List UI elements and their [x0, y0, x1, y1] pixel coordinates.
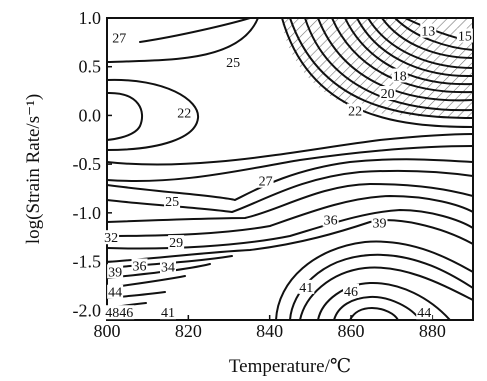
- contour-label: 20: [381, 87, 395, 102]
- contour-label-bg: [322, 212, 339, 227]
- contour-line: [394, 18, 473, 51]
- contour-line: [289, 18, 473, 119]
- contour-label-bg: [347, 103, 364, 118]
- contour-line: [107, 209, 473, 250]
- contour-line: [289, 253, 473, 320]
- plot-area: [107, 18, 473, 320]
- contour-line: [107, 219, 473, 263]
- contour-label: 34: [161, 260, 175, 275]
- y-tick-label: -1.5: [73, 252, 102, 272]
- y-axis-title: log(Strain Rate/s⁻¹): [23, 94, 44, 244]
- contour-line: [107, 158, 473, 201]
- contour-label: 41: [299, 281, 313, 296]
- contour-label-bg: [164, 194, 181, 209]
- contour-line: [107, 133, 473, 166]
- contour-label-bg: [107, 284, 124, 299]
- contour-label: 27: [259, 175, 273, 190]
- contour-label: 32: [104, 231, 118, 246]
- x-tick-label: 840: [256, 321, 283, 341]
- contour-label-bg: [168, 235, 185, 250]
- contour-label: 39: [108, 265, 122, 280]
- contour-label: 29: [169, 236, 183, 251]
- x-tick-label: 880: [419, 321, 446, 341]
- x-tick-label: 820: [175, 321, 202, 341]
- contour-label-bg: [111, 30, 128, 45]
- contour-line: [349, 307, 399, 320]
- contour-label-bg: [343, 283, 359, 298]
- contour-line: [107, 183, 473, 223]
- contour-line: [304, 18, 473, 112]
- x-tick-label: 860: [338, 321, 365, 341]
- contour-label-bg: [416, 305, 433, 320]
- contour-label-bg: [104, 305, 135, 320]
- x-tick-label: 800: [94, 321, 121, 341]
- contour-line: [107, 195, 473, 237]
- contour-label: 44: [108, 286, 122, 301]
- y-tick-label: 0.5: [79, 57, 102, 77]
- contour-label-bg: [107, 264, 124, 279]
- y-tick-label: 1.0: [79, 8, 102, 28]
- contour-label: 25: [226, 56, 240, 71]
- y-tick-label: -2.0: [73, 300, 102, 320]
- contour-label: 41: [161, 306, 175, 321]
- contour-label-bg: [420, 23, 437, 38]
- contour-label-bg: [131, 258, 148, 273]
- y-tick-label: 0.0: [79, 105, 102, 125]
- contour-label-bg: [379, 86, 396, 101]
- contour-line: [107, 78, 200, 151]
- contour-line: [356, 18, 473, 78]
- contour-label: 39: [372, 217, 386, 232]
- contour-label: 4846: [105, 306, 133, 321]
- contour-line: [299, 266, 473, 320]
- contour-line: [381, 18, 473, 59]
- contour-label-bg: [371, 215, 388, 230]
- contour-labels: 27 25 13 15 18 20 22 22 27 25 36 39 32 29 39 36 34 44 41 46…: [103, 23, 473, 321]
- contour-label-bg: [103, 230, 120, 245]
- contour-line: [367, 18, 473, 69]
- contour-label-bg: [257, 173, 274, 188]
- contour-label: 44: [417, 306, 431, 321]
- x-axis-title: Temperature/℃: [229, 356, 351, 377]
- contour-label: 15: [458, 30, 472, 45]
- axis-ticks: 800 820 840 860 880 1.0 0.5 0.0 -0.5 -1.0 -1.5 -2.0: [73, 8, 446, 341]
- contour-line: [317, 281, 451, 320]
- contour-label-bg: [160, 259, 176, 274]
- contour-line: [139, 18, 251, 43]
- contour-label-bg: [391, 68, 408, 83]
- contour-label: 27: [112, 31, 126, 46]
- contour-label: 13: [421, 25, 435, 40]
- contour-line: [107, 91, 144, 141]
- plot-frame: [106, 17, 474, 321]
- contour-label: 36: [324, 214, 338, 229]
- y-tick-label: -0.5: [73, 154, 102, 174]
- contour-line: [333, 295, 421, 320]
- contour-label: 25: [165, 195, 179, 210]
- contour-label-bg: [298, 279, 315, 294]
- contour-label-bg: [456, 28, 473, 43]
- contour-line: [275, 240, 473, 320]
- contour-line: [107, 145, 473, 182]
- contour-label-bg: [160, 305, 176, 320]
- contour-label: 36: [133, 259, 147, 274]
- contour-label-bg: [176, 105, 193, 120]
- y-tick-label: -1.0: [73, 203, 102, 223]
- contour-label: 18: [393, 69, 407, 84]
- contour-label: 46: [344, 285, 358, 300]
- contour-label-bg: [225, 54, 242, 69]
- contour-label: 22: [348, 105, 362, 120]
- contour-line: [107, 18, 259, 63]
- contour-label: 22: [177, 106, 191, 121]
